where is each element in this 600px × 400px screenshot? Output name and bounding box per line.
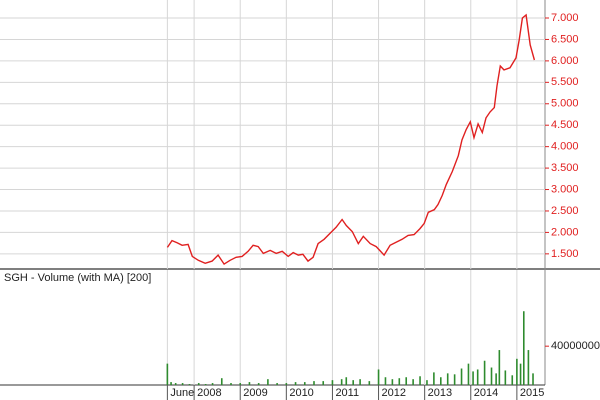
volume-bar: [511, 375, 514, 385]
plot-background: [0, 0, 545, 385]
volume-bar: [276, 383, 278, 385]
x-tick-label: 2010: [289, 387, 313, 399]
volume-bar: [181, 383, 184, 385]
volume-bar: [384, 377, 387, 385]
volume-bar: [170, 382, 172, 385]
volume-bar: [352, 380, 354, 385]
x-tick-label: 2013: [428, 387, 452, 399]
volume-bar: [166, 363, 169, 385]
volume-bar: [398, 378, 401, 385]
volume-bar: [446, 373, 449, 385]
y-tick-label: 40000000: [551, 340, 600, 352]
volume-bar: [467, 363, 470, 385]
y-tick-label: 2.000: [551, 226, 579, 238]
x-tick-label: 2014: [474, 387, 498, 399]
y-tick-label: 5.000: [551, 98, 579, 110]
volume-bar: [220, 378, 223, 385]
y-tick-label: 3.000: [551, 183, 579, 195]
volume-bar: [188, 384, 191, 385]
volume-bar: [490, 367, 493, 385]
y-tick-label: 1.500: [551, 248, 579, 260]
x-tick-label: 2015: [520, 387, 544, 399]
x-tick-label: 2011: [335, 387, 359, 399]
volume-bar: [239, 383, 242, 385]
y-tick-label: 3.500: [551, 162, 579, 174]
volume-bar: [303, 382, 306, 385]
volume-bar: [472, 371, 474, 385]
volume-bar: [519, 363, 522, 385]
volume-bar: [257, 383, 260, 385]
volume-bar: [426, 380, 428, 385]
volume-bar: [204, 384, 207, 385]
x-tick-label: 2012: [382, 387, 406, 399]
y-tick-label: 7.000: [551, 12, 579, 24]
volume-bar: [340, 379, 343, 385]
volume-bar: [345, 377, 348, 385]
volume-bar: [174, 383, 177, 385]
volume-bar: [248, 382, 251, 385]
y-tick-label: 5.500: [551, 76, 579, 88]
volume-bar: [230, 383, 232, 385]
volume-bar: [532, 373, 534, 385]
volume-bar: [391, 379, 394, 385]
y-tick-label: 2.500: [551, 205, 579, 217]
price-line: [166, 13, 536, 266]
x-tick-label: 2008: [197, 387, 221, 399]
volume-bar: [331, 380, 334, 385]
volume-bar: [368, 381, 371, 385]
y-tick-label: 4.000: [551, 141, 579, 153]
volume-bar: [516, 358, 518, 385]
volume-bar: [504, 370, 507, 385]
y-tick-label: 4.500: [551, 119, 579, 131]
volume-bar: [211, 383, 214, 385]
x-tick-label: June: [170, 387, 194, 399]
volume-bar: [285, 383, 288, 385]
volume-bar: [197, 383, 200, 385]
volume-bar: [476, 369, 479, 385]
volume-bar: [439, 377, 442, 385]
volume-title: SGH - Volume (with MA) [200]: [4, 272, 151, 284]
volume-bar: [377, 369, 380, 385]
volume-bar: [433, 372, 435, 385]
volume-bar: [405, 377, 408, 385]
volume-bar: [527, 350, 530, 385]
volume-bar: [495, 373, 497, 385]
volume-bar: [453, 374, 456, 385]
volume-bar: [419, 376, 421, 385]
x-tick-label: 2009: [243, 387, 267, 399]
volume-bar: [267, 379, 269, 385]
volume-bar: [294, 382, 297, 385]
volume-bar: [498, 350, 501, 385]
volume-bar: [359, 379, 361, 385]
volume-bar: [483, 360, 486, 385]
volume-bar: [313, 381, 315, 385]
volume-bar: [322, 381, 325, 385]
volume-bar: [460, 368, 463, 385]
volume-bar: [522, 311, 525, 385]
y-tick-label: 6.000: [551, 55, 579, 67]
volume-bar: [412, 379, 414, 385]
y-tick-label: 6.500: [551, 33, 579, 45]
